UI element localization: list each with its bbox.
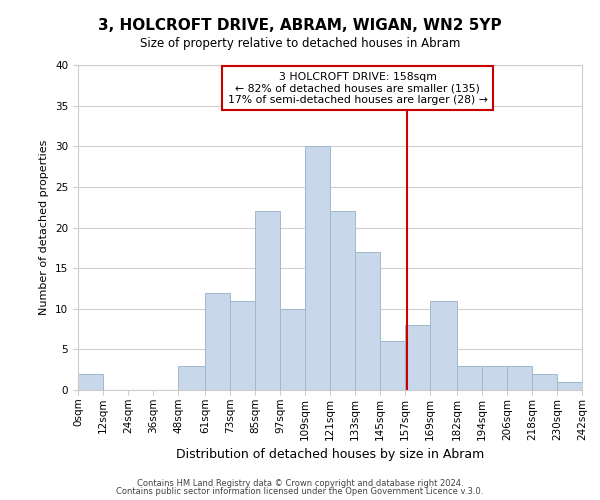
Bar <box>405 325 430 390</box>
Bar <box>330 211 355 390</box>
Bar <box>230 300 255 390</box>
Bar <box>380 341 405 390</box>
Bar <box>78 374 103 390</box>
Bar <box>255 211 280 390</box>
Bar <box>178 366 205 390</box>
Text: Contains HM Land Registry data © Crown copyright and database right 2024.: Contains HM Land Registry data © Crown c… <box>137 478 463 488</box>
Text: 3, HOLCROFT DRIVE, ABRAM, WIGAN, WN2 5YP: 3, HOLCROFT DRIVE, ABRAM, WIGAN, WN2 5YP <box>98 18 502 32</box>
Bar <box>305 146 330 390</box>
Bar <box>507 366 532 390</box>
Text: 3 HOLCROFT DRIVE: 158sqm
← 82% of detached houses are smaller (135)
17% of semi-: 3 HOLCROFT DRIVE: 158sqm ← 82% of detach… <box>228 72 488 104</box>
Bar <box>557 382 582 390</box>
Bar <box>205 292 230 390</box>
Bar <box>457 366 482 390</box>
Bar <box>280 308 305 390</box>
X-axis label: Distribution of detached houses by size in Abram: Distribution of detached houses by size … <box>176 448 484 461</box>
Bar <box>430 300 457 390</box>
Bar <box>482 366 507 390</box>
Text: Size of property relative to detached houses in Abram: Size of property relative to detached ho… <box>140 38 460 51</box>
Bar <box>532 374 557 390</box>
Text: Contains public sector information licensed under the Open Government Licence v.: Contains public sector information licen… <box>116 487 484 496</box>
Y-axis label: Number of detached properties: Number of detached properties <box>40 140 49 315</box>
Bar <box>355 252 380 390</box>
